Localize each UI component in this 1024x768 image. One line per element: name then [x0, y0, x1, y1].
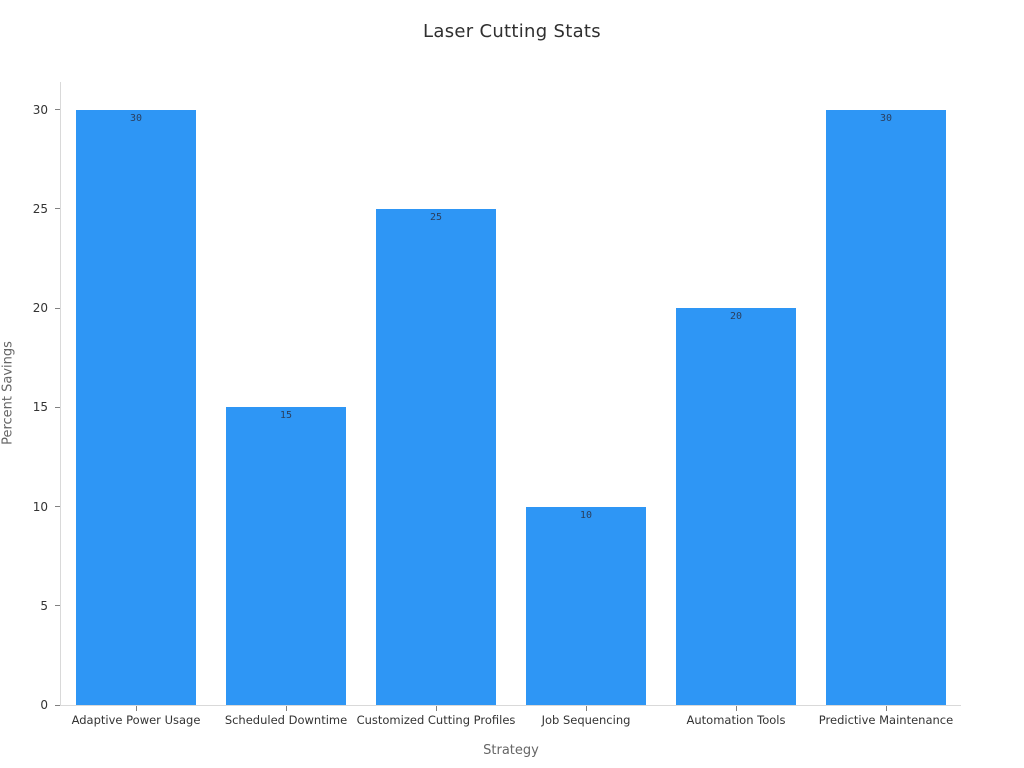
y-tick-label: 10: [32, 499, 48, 514]
y-tick-label: 20: [32, 301, 48, 316]
y-tick-mark: [55, 307, 60, 309]
x-tick-label: Adaptive Power Usage: [71, 713, 201, 727]
x-axis-title: Strategy: [483, 743, 539, 758]
x-axis-line: [60, 705, 961, 706]
y-tick-mark: [55, 605, 60, 607]
x-tick-mark: [435, 706, 437, 711]
chart-title: Laser Cutting Stats: [423, 21, 601, 42]
x-tick-mark: [885, 706, 887, 711]
x-tick-mark: [135, 706, 137, 711]
y-tick-label: 30: [32, 102, 48, 117]
y-axis-line: [60, 82, 61, 705]
bar-customized-cutting-profiles: 25: [376, 208, 496, 705]
bar-adaptive-power-usage: 30: [76, 109, 196, 705]
x-tick-label: Job Sequencing: [541, 713, 631, 727]
x-tick-label: Predictive Maintenance: [818, 713, 954, 727]
bar-value-label: 30: [129, 112, 143, 124]
y-tick-label: 25: [32, 201, 48, 216]
y-tick-mark: [55, 109, 60, 111]
x-tick-mark: [285, 706, 287, 711]
bar-value-label: 10: [579, 509, 593, 521]
x-tick-label: Customized Cutting Profiles: [356, 713, 516, 727]
x-tick-mark: [585, 706, 587, 711]
bar-value-label: 25: [429, 211, 443, 223]
plot-area: 0 5 10 15 20 25 30 30 15 25 10 20 30 Adaptive Power…: [33, 82, 961, 727]
bar-value-label: 15: [279, 410, 293, 422]
y-axis-title: Percent Savings: [0, 341, 16, 445]
bar-value-label: 20: [729, 311, 743, 323]
y-tick-label: 0: [40, 698, 48, 712]
bar-automation-tools: 20: [676, 308, 796, 705]
bar-job-sequencing: 10: [526, 506, 646, 705]
y-tick-mark: [55, 406, 60, 408]
y-tick-mark: [55, 506, 60, 508]
y-tick-mark: [55, 208, 60, 210]
y-tick-mark: [55, 704, 60, 706]
bar-predictive-maintenance: 30: [826, 109, 946, 705]
y-tick-label: 5: [40, 598, 48, 613]
bar-scheduled-downtime: 15: [226, 407, 346, 705]
y-tick-label: 15: [32, 400, 48, 415]
x-tick-label: Scheduled Downtime: [224, 713, 348, 727]
x-tick-label: Automation Tools: [686, 713, 786, 727]
x-tick-mark: [735, 706, 737, 711]
bar-value-label: 30: [879, 112, 893, 124]
